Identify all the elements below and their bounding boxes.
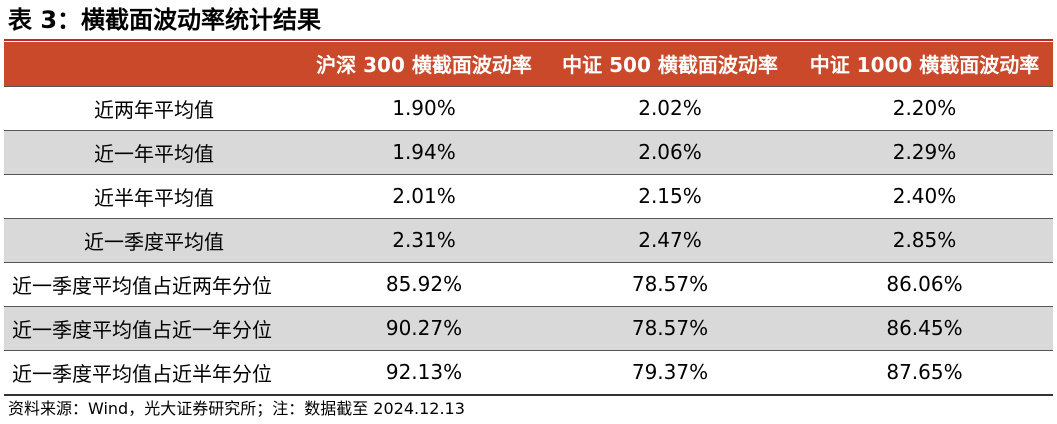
row-label: 近一季度平均值 <box>84 229 224 254</box>
row-label: 近一季度平均值占近一年分位 <box>12 317 272 342</box>
table-row: 近半年平均值 2.01% 2.15% 2.40% <box>4 174 1053 218</box>
row-label: 近两年平均值 <box>94 97 214 122</box>
header-hs300: 沪深 300 横截面波动率 <box>316 53 532 78</box>
bottom-rule <box>4 394 1053 396</box>
row-label: 近一季度平均值占近半年分位 <box>12 361 272 386</box>
table-row: 近一年平均值 1.94% 2.06% 2.29% <box>4 130 1053 174</box>
cell-value: 85.92% <box>385 272 463 296</box>
table-row: 近一季度平均值占近半年分位 92.13% 79.37% 87.65% <box>4 350 1053 394</box>
cell-value: 86.06% <box>886 272 963 296</box>
cell-value: 87.65% <box>886 360 963 385</box>
cell-value: 90.27% <box>385 316 463 340</box>
row-label: 近一季度平均值占近两年分位 <box>12 273 272 298</box>
stats-table: 沪深 300 横截面波动率 中证 500 横截面波动率 中证 1000 横截面波… <box>4 42 1053 394</box>
table-title: 表 3：横截面波动率统计结果 <box>8 6 322 34</box>
header-cell-empty <box>4 42 304 86</box>
cell-value: 78.57% <box>631 272 709 296</box>
cell-value: 86.45% <box>886 316 963 340</box>
cell-value: 79.37% <box>631 360 709 385</box>
row-label: 近半年平均值 <box>94 185 214 210</box>
row-label: 近一年平均值 <box>94 141 214 166</box>
table-row: 近一季度平均值占近一年分位 90.27% 78.57% 86.45% <box>4 306 1053 350</box>
cell-value: 78.57% <box>631 316 709 340</box>
header-row: 沪深 300 横截面波动率 中证 500 横截面波动率 中证 1000 横截面波… <box>4 42 1053 86</box>
cell-value: 2.31% <box>392 228 456 252</box>
cell-value: 2.29% <box>892 140 957 164</box>
cell-value: 2.01% <box>392 184 456 208</box>
table-row: 近一季度平均值 2.31% 2.47% 2.85% <box>4 218 1053 262</box>
cell-value: 92.13% <box>385 360 463 385</box>
cell-value: 2.06% <box>638 140 702 164</box>
cell-value: 1.94% <box>392 140 456 164</box>
cell-value: 1.90% <box>392 96 456 120</box>
cell-value: 2.02% <box>638 96 702 120</box>
table-row: 近一季度平均值占近两年分位 85.92% 78.57% 86.06% <box>4 262 1053 306</box>
cell-value: 2.40% <box>892 184 957 208</box>
cell-value: 2.47% <box>638 228 702 252</box>
cell-value: 2.15% <box>638 184 702 208</box>
header-zz1000: 中证 1000 横截面波动率 <box>809 53 1040 78</box>
top-rule <box>4 39 1053 41</box>
cell-value: 2.85% <box>892 228 957 252</box>
table-row: 近两年平均值 1.90% 2.02% 2.20% <box>4 86 1053 130</box>
cell-value: 2.20% <box>892 96 957 120</box>
source-note: 资料来源：Wind，光大证券研究所；注：数据截至 2024.12.13 <box>8 399 465 418</box>
header-zz500: 中证 500 横截面波动率 <box>562 53 778 78</box>
